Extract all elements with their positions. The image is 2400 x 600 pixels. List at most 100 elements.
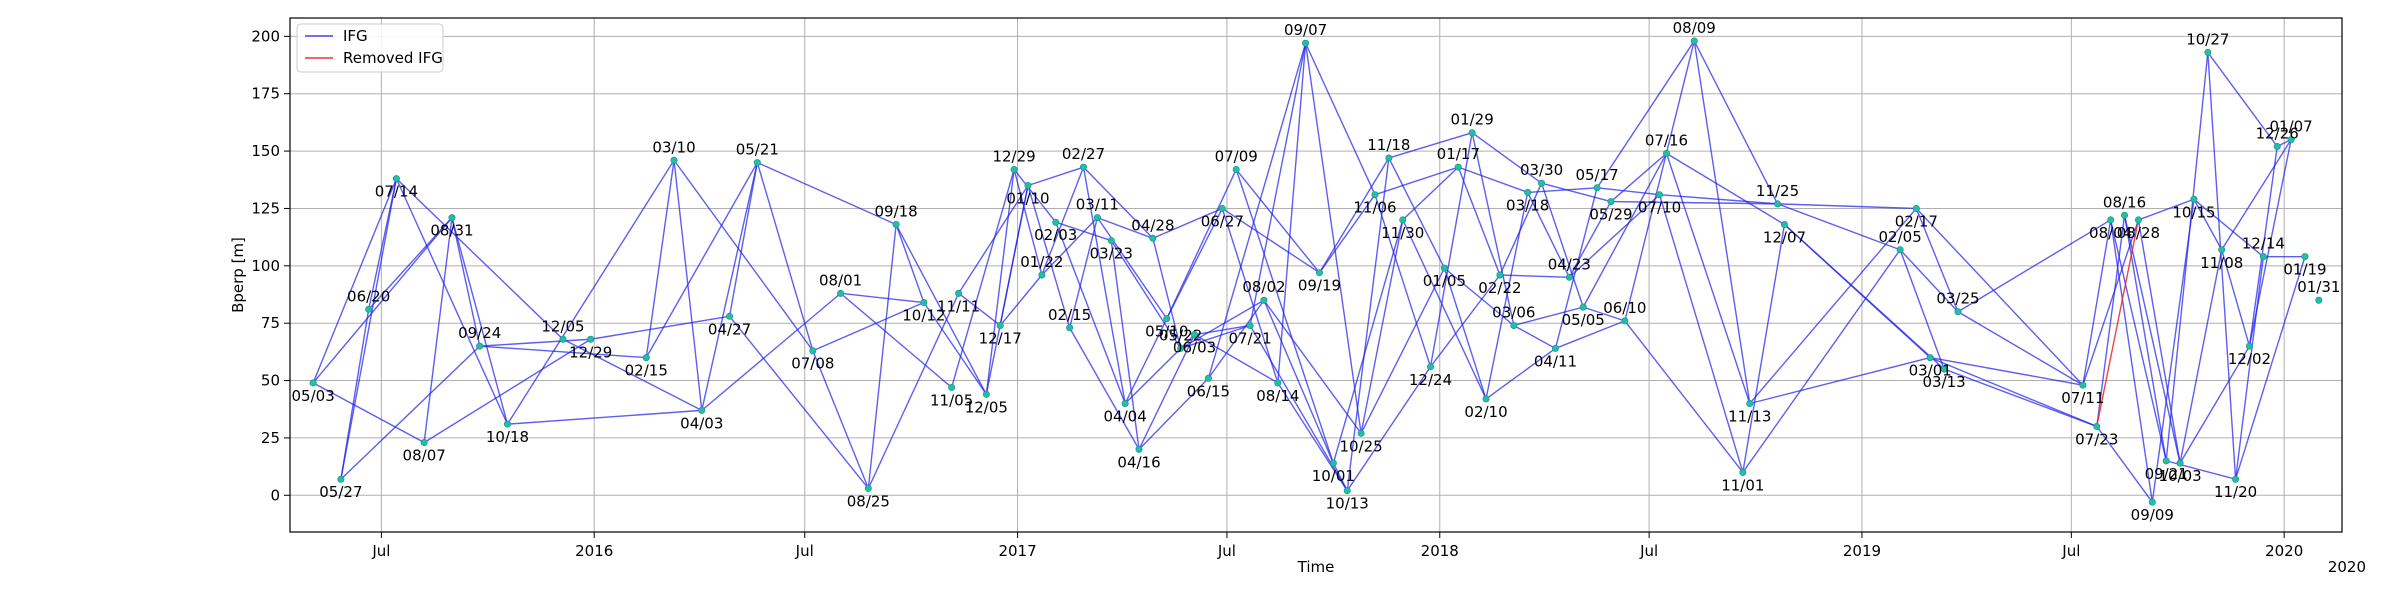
ifg-edge bbox=[1596, 40, 1695, 189]
ifg-edge bbox=[999, 185, 1029, 326]
acquisition-point bbox=[2107, 216, 2115, 224]
ifg-edge bbox=[395, 178, 509, 425]
acquisition-date-label: 05/03 bbox=[292, 387, 335, 405]
y-axis-label: Bperp [m] bbox=[229, 237, 247, 313]
acquisition-date-label: 06/27 bbox=[1201, 212, 1244, 230]
acquisition-date-label: 12/29 bbox=[992, 147, 1035, 165]
acquisition-date-label: 01/05 bbox=[1423, 272, 1466, 290]
ifg-edge bbox=[867, 224, 897, 489]
acquisition-point bbox=[955, 289, 963, 297]
ifg-edge bbox=[1138, 334, 1196, 450]
acquisition-date-label: 02/27 bbox=[1062, 145, 1105, 163]
acquisition-point bbox=[1690, 37, 1698, 45]
acquisition-date-label: 04/16 bbox=[1117, 453, 1160, 471]
ifg-edge bbox=[423, 217, 453, 443]
removed-ifg-edge bbox=[2096, 219, 2140, 427]
ifg-edge bbox=[1346, 366, 1432, 492]
acquisition-date-label: 02/03 bbox=[1034, 226, 1077, 244]
ifg-edge bbox=[701, 162, 758, 411]
ifg-edge bbox=[1207, 299, 1265, 379]
ifg-edge bbox=[1540, 182, 1584, 308]
acquisition-date-label: 04/11 bbox=[1534, 352, 1577, 370]
ifg-edge bbox=[1485, 192, 1529, 400]
acquisition-date-label: 11/20 bbox=[2214, 483, 2257, 501]
acquisition-point bbox=[2093, 422, 2101, 430]
acquisition-point bbox=[2273, 143, 2281, 151]
ifg-edge bbox=[1429, 274, 1501, 368]
acquisition-point bbox=[1593, 184, 1601, 192]
ifg-edge bbox=[1235, 169, 1321, 274]
acquisition-date-label: 07/08 bbox=[791, 355, 834, 373]
acquisition-date-label: 05/21 bbox=[736, 141, 779, 159]
y-tick-label: 25 bbox=[261, 429, 280, 447]
ifg-edge bbox=[1304, 42, 1376, 195]
ifg-edge bbox=[2193, 198, 2223, 251]
acquisition-date-label: 02/15 bbox=[1048, 306, 1091, 324]
ifg-edge bbox=[1013, 169, 1057, 223]
acquisition-point bbox=[698, 406, 706, 414]
acquisition-point bbox=[1662, 149, 1670, 157]
ifg-edge bbox=[1899, 249, 1959, 313]
acquisition-point bbox=[1579, 303, 1587, 311]
acquisition-point bbox=[1274, 379, 1282, 387]
ifg-edge bbox=[340, 178, 398, 480]
ifg-edge bbox=[1899, 249, 1945, 370]
acquisition-date-label: 01/31 bbox=[2297, 278, 2340, 296]
acquisition-point bbox=[420, 439, 428, 447]
ifg-edge bbox=[1499, 182, 1543, 276]
acquisition-date-label: 03/01 bbox=[1909, 362, 1952, 380]
x-tick-label: Jul bbox=[1217, 542, 1236, 560]
ifg-edge bbox=[867, 293, 960, 489]
ifg-edge bbox=[673, 159, 814, 352]
acquisition-point bbox=[448, 214, 456, 222]
acquisition-point bbox=[1260, 296, 1268, 304]
x-tick-label: 2019 bbox=[1843, 542, 1881, 560]
ifg-edge bbox=[1110, 240, 1182, 349]
acquisition-point bbox=[1038, 271, 1046, 279]
ifg-edge bbox=[479, 338, 591, 347]
acquisition-point bbox=[1343, 487, 1351, 495]
acquisition-date-label: 07/14 bbox=[375, 183, 418, 201]
ifg-edge bbox=[1152, 238, 1182, 349]
ifg-edge bbox=[1180, 324, 1251, 350]
x-tick-label: 2018 bbox=[1421, 542, 1459, 560]
acquisition-point bbox=[1080, 163, 1088, 171]
acquisition-date-label: 02/15 bbox=[625, 362, 668, 380]
ifg-edge bbox=[1249, 43, 1307, 326]
ifg-edge bbox=[2234, 256, 2306, 480]
ifg-edge bbox=[2138, 198, 2195, 221]
ifg-edge bbox=[2221, 249, 2251, 347]
acquisition-point bbox=[1926, 354, 1934, 362]
acquisition-date-label: 08/28 bbox=[2117, 224, 2160, 242]
ifg-edge bbox=[1929, 356, 2098, 428]
acquisition-date-label: 02/10 bbox=[1464, 403, 1507, 421]
acquisition-point bbox=[837, 289, 845, 297]
ifg-edge bbox=[1471, 132, 1542, 184]
acquisition-date-label: 08/04 bbox=[2089, 224, 2132, 242]
ifg-edge bbox=[590, 315, 730, 340]
ifg-edge bbox=[1749, 356, 1931, 405]
acquisition-labels: 05/03 05/27 06/20 07/14 08/07 08/31 09/24 10/18… bbox=[292, 19, 2341, 524]
ifg-edge bbox=[1055, 221, 1112, 242]
acquisition-point bbox=[2301, 253, 2309, 261]
ifg-edge bbox=[2234, 256, 2265, 480]
ifg-edge bbox=[1666, 152, 1785, 226]
ifg-edge bbox=[895, 224, 925, 303]
ifg-edge bbox=[1096, 217, 1168, 319]
x-tick-label: 2020 bbox=[2265, 542, 2303, 560]
acquisition-date-label: 03/30 bbox=[1520, 161, 1563, 179]
acquisition-date-label: 12/29 bbox=[569, 343, 612, 361]
x-tick-label: Jul bbox=[795, 542, 814, 560]
acquisition-point bbox=[1385, 154, 1393, 162]
y-tick-label: 100 bbox=[251, 257, 280, 275]
ifg-edge bbox=[1318, 194, 1376, 274]
ifg-edge bbox=[2193, 198, 2264, 258]
x-offset-label: 2020 bbox=[2328, 558, 2366, 576]
acquisition-date-label: 01/07 bbox=[2269, 118, 2312, 136]
ifg-edge bbox=[840, 292, 924, 304]
ifg-edge bbox=[1749, 208, 1917, 404]
acquisition-date-label: 07/09 bbox=[1215, 147, 1258, 165]
ifg-edge bbox=[312, 178, 398, 384]
acquisition-date-label: 12/02 bbox=[2228, 350, 2271, 368]
ifg-edge bbox=[1083, 166, 1154, 239]
